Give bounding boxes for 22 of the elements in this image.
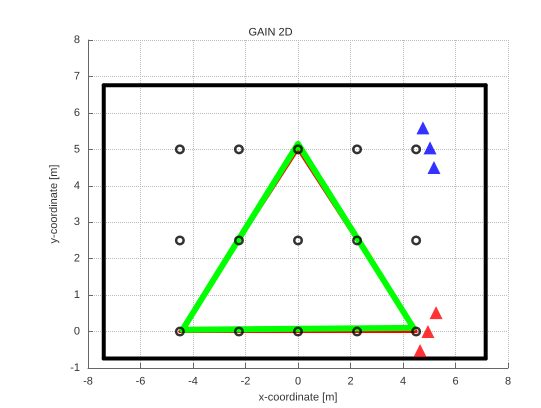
chart-title: GAIN 2D xyxy=(248,26,293,38)
x-tick-label: 0 xyxy=(294,376,302,388)
x-tick-label: -2 xyxy=(240,376,250,388)
x-axis-title: x-coordinate [m] xyxy=(258,392,338,404)
y-tick-label: 7 xyxy=(74,70,80,82)
y-tick-label: 1 xyxy=(74,289,80,302)
x-tick-label: -4 xyxy=(188,376,198,388)
x-tick-label: 8 xyxy=(504,376,512,388)
y-tick-label: 2 xyxy=(74,252,80,265)
y-tick-label: 3 xyxy=(74,216,80,228)
x-tick-label: 4 xyxy=(400,376,406,388)
x-tick-label: 6 xyxy=(452,376,459,388)
y-tick-label: 8 xyxy=(74,34,80,46)
x-tick-label: 2 xyxy=(347,376,354,388)
y-tick-label: 4 xyxy=(74,180,80,192)
y-tick-label: 6 xyxy=(74,106,80,119)
y-tick-label: 0 xyxy=(74,326,80,338)
y-axis-title: y-coordinate [m] xyxy=(48,164,60,244)
y-tick-label: -1 xyxy=(70,362,80,374)
y-tick-label: 5 xyxy=(74,143,80,156)
x-tick-label: -8 xyxy=(83,376,93,388)
x-tick-label: -6 xyxy=(136,376,146,388)
